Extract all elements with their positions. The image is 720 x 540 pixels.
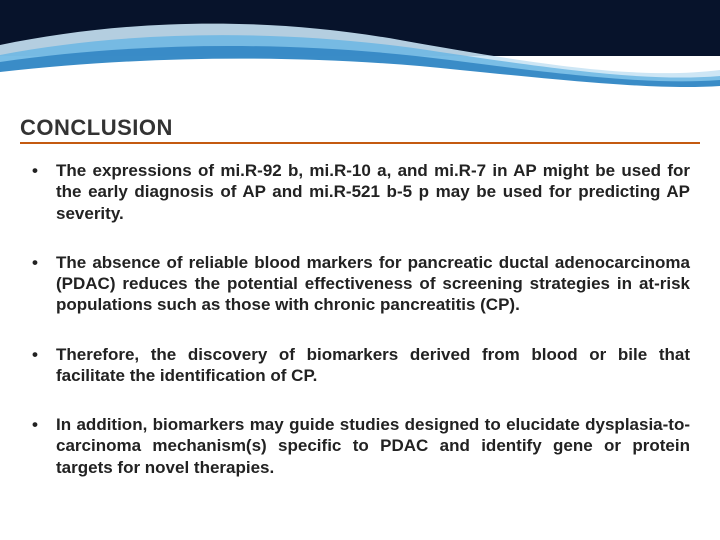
header-wave [0,0,720,100]
bullet-item: In addition, biomarkers may guide studie… [28,414,690,478]
wave-svg [0,0,720,100]
title-underline [20,142,700,144]
bullet-item: Therefore, the discovery of biomarkers d… [28,344,690,387]
bullet-item: The expressions of mi.R-92 b, mi.R-10 a,… [28,160,690,224]
bullet-item: The absence of reliable blood markers fo… [28,252,690,316]
slide: { "title": { "text": "CONCLUSION", "colo… [0,0,720,540]
bullet-list: The expressions of mi.R-92 b, mi.R-10 a,… [28,160,690,506]
slide-title: CONCLUSION [20,115,173,141]
